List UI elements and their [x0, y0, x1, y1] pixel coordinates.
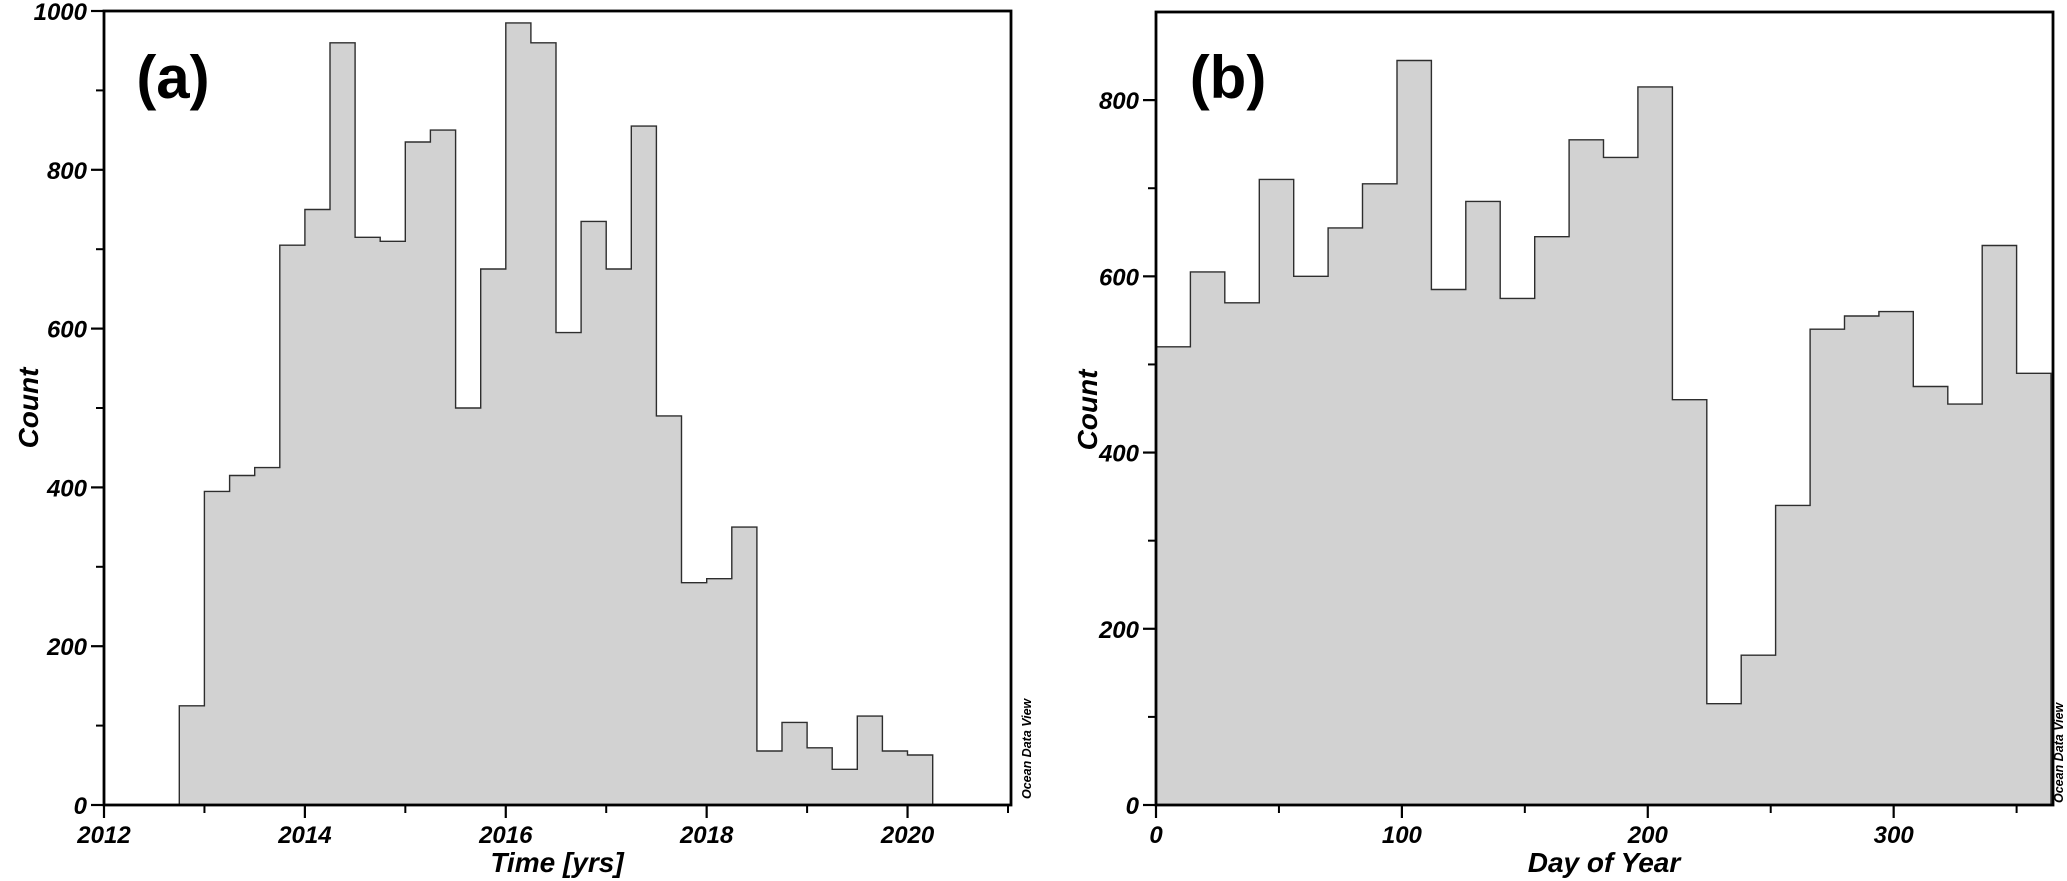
x-tick-label: 2016 — [478, 822, 533, 849]
panel-a-x-axis-title: Time [yrs] — [490, 847, 625, 878]
panel-b-label: (b) — [1190, 44, 1267, 111]
x-tick-label: 2018 — [679, 822, 734, 849]
y-tick-label: 600 — [47, 317, 88, 344]
y-tick-label: 0 — [1126, 793, 1140, 820]
y-tick-label: 200 — [46, 634, 88, 661]
x-tick-label: 100 — [1382, 822, 1423, 849]
histogram-series — [1155, 59, 2052, 806]
panel-b-ticks: 0 100 200 300 0 200 400 600 800 — [1098, 88, 2018, 849]
x-tick-label: 300 — [1874, 822, 1915, 849]
x-tick-label: 2012 — [76, 822, 131, 849]
odv-watermark-a: Ocean Data View — [1020, 697, 1034, 799]
panel-b-frame — [1154, 10, 2055, 807]
panel-a-label: (a) — [136, 44, 209, 111]
y-tick-label: 1000 — [34, 0, 88, 26]
y-tick-label: 800 — [1099, 88, 1140, 115]
x-tick-label: 2014 — [277, 822, 331, 849]
histogram-series — [178, 22, 934, 806]
panel-b-histogram — [1155, 59, 2052, 806]
odv-watermark-b: Ocean Data View — [2052, 701, 2066, 803]
panel-b-y-axis-title: Count — [1072, 368, 1103, 451]
x-tick-label: 2020 — [880, 822, 935, 849]
panel-a-ticks: 2012 2014 2016 2018 2020 0 200 400 600 800 1000 — [34, 0, 1009, 849]
panel-a: 2012 2014 2016 2018 2020 0 200 400 600 800 1000 (a… — [13, 0, 1034, 878]
y-tick-label: 600 — [1099, 264, 1140, 291]
y-tick-label: 800 — [47, 158, 88, 185]
x-tick-label: 0 — [1149, 822, 1163, 849]
y-tick-label: 400 — [1098, 441, 1140, 468]
x-tick-label: 200 — [1627, 822, 1669, 849]
panel-a-y-axis-title: Count — [13, 366, 44, 449]
y-tick-label: 0 — [74, 793, 88, 820]
panel-b-x-axis-title: Day of Year — [1528, 847, 1683, 878]
y-tick-label: 200 — [1098, 617, 1140, 644]
panel-a-histogram — [178, 22, 934, 806]
y-tick-label: 400 — [46, 475, 88, 502]
